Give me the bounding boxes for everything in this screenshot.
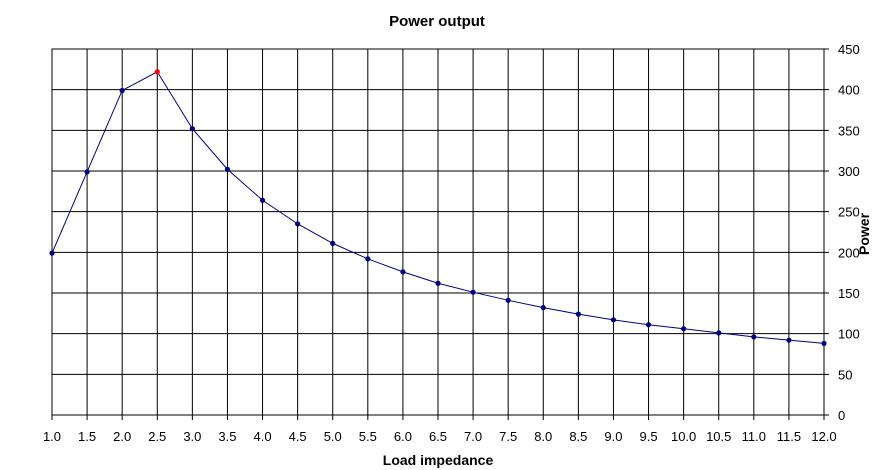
data-point [821, 340, 827, 347]
x-tick-label: 10.0 [671, 429, 696, 444]
data-point [645, 322, 652, 328]
x-tick-label: 3.0 [183, 429, 201, 444]
x-tick-label: 10.5 [706, 429, 731, 444]
x-tick-label: 12.0 [811, 429, 836, 444]
data-point [330, 240, 336, 246]
y-axis-label: Power [856, 212, 872, 255]
x-tick-label: 4.0 [254, 429, 272, 444]
x-tick-label: 8.5 [569, 429, 587, 444]
data-point [224, 166, 231, 172]
x-axis-label: Load impedance [383, 452, 494, 468]
x-tick-label: 11.5 [777, 429, 801, 444]
x-axis-tick-labels: 1.0 1.5 2.0 2.5 3.0 3.5 4.0 4.5 5.0 5.5 6.0 6.5 7.0 7… [43, 429, 837, 444]
x-tick-label: 7.5 [499, 429, 517, 444]
x-tick-label: 4.5 [289, 429, 307, 444]
data-point [751, 334, 757, 340]
data-point [154, 69, 160, 75]
x-tick-label: 7.0 [464, 429, 482, 444]
data-point [49, 250, 55, 256]
series-layer [49, 69, 827, 347]
data-point [119, 87, 125, 94]
y-tick-label: 450 [838, 42, 860, 57]
x-tick-label: 1.0 [43, 429, 61, 444]
x-tick-label: 5.5 [359, 429, 377, 444]
data-point [716, 330, 722, 336]
y-tick-label: 100 [838, 327, 860, 342]
data-point [400, 269, 406, 275]
data-point [540, 305, 546, 311]
x-tick-label: 6.0 [394, 429, 412, 444]
x-tick-label: 3.5 [218, 429, 236, 444]
data-point [84, 169, 90, 175]
x-tick-label: 5.0 [324, 429, 342, 444]
y-tick-label: 300 [838, 164, 860, 179]
chart-title: Power output [389, 13, 485, 30]
data-point [365, 256, 371, 262]
data-point [470, 289, 476, 295]
data-point [575, 311, 581, 317]
x-tick-label: 9.0 [604, 429, 622, 444]
y-tick-label: 0 [838, 408, 845, 423]
x-tick-label: 8.0 [534, 429, 552, 444]
grid-lines [51, 48, 829, 420]
x-tick-label: 6.5 [429, 429, 447, 444]
data-point [681, 326, 687, 332]
data-point [259, 197, 266, 203]
y-tick-label: 200 [838, 245, 860, 260]
data-point [786, 337, 792, 343]
y-tick-label: 350 [838, 123, 860, 138]
data-point [505, 297, 511, 303]
data-point [435, 280, 441, 286]
x-tick-label: 11.0 [742, 429, 766, 444]
y-tick-label: 400 [838, 83, 860, 98]
y-axis-tick-labels: 0 50 100 150 200 250 300 350 400 450 [838, 42, 860, 423]
x-tick-label: 1.5 [78, 429, 96, 444]
x-tick-label: 2.0 [113, 429, 131, 444]
data-point [610, 317, 617, 323]
data-point [295, 221, 301, 227]
y-tick-label: 50 [838, 367, 852, 382]
y-tick-label: 250 [838, 205, 860, 220]
data-point [189, 126, 195, 132]
y-tick-label: 150 [838, 286, 860, 301]
x-tick-label: 2.5 [148, 429, 166, 444]
x-tick-label: 9.5 [640, 429, 658, 444]
